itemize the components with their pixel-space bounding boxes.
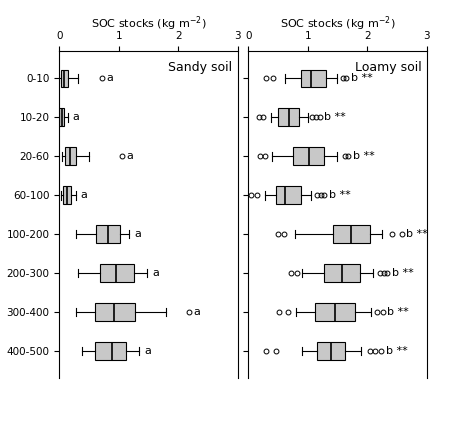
Text: a: a <box>73 112 79 122</box>
PathPatch shape <box>95 303 136 321</box>
Text: Loamy soil: Loamy soil <box>355 61 421 74</box>
PathPatch shape <box>324 264 360 282</box>
PathPatch shape <box>275 187 301 204</box>
PathPatch shape <box>333 225 370 243</box>
Text: Sandy soil: Sandy soil <box>168 61 232 74</box>
X-axis label: SOC stocks (kg m$^{-2}$): SOC stocks (kg m$^{-2}$) <box>91 14 206 32</box>
Y-axis label: Soil depth (cm): Soil depth (cm) <box>0 172 1 257</box>
Text: b **: b ** <box>353 151 374 161</box>
Text: a: a <box>134 229 141 239</box>
Text: b **: b ** <box>387 307 409 317</box>
PathPatch shape <box>95 342 126 360</box>
Text: b **: b ** <box>324 112 346 122</box>
PathPatch shape <box>315 303 356 321</box>
Text: a: a <box>144 346 151 356</box>
PathPatch shape <box>100 264 134 282</box>
Text: b **: b ** <box>351 73 373 83</box>
Text: a: a <box>81 190 88 200</box>
Text: a: a <box>193 307 201 317</box>
PathPatch shape <box>293 147 324 165</box>
Text: b **: b ** <box>406 229 428 239</box>
Text: b **: b ** <box>392 268 414 278</box>
PathPatch shape <box>317 342 345 360</box>
Text: a: a <box>152 268 159 278</box>
X-axis label: SOC stocks (kg m$^{-2}$): SOC stocks (kg m$^{-2}$) <box>280 14 395 32</box>
PathPatch shape <box>65 147 76 165</box>
Text: b **: b ** <box>386 346 408 356</box>
Text: b **: b ** <box>329 190 351 200</box>
PathPatch shape <box>64 187 71 204</box>
Text: a: a <box>127 151 133 161</box>
PathPatch shape <box>61 70 68 87</box>
PathPatch shape <box>301 70 326 87</box>
PathPatch shape <box>59 108 64 126</box>
Text: a: a <box>107 73 114 83</box>
PathPatch shape <box>278 108 299 126</box>
PathPatch shape <box>96 225 120 243</box>
